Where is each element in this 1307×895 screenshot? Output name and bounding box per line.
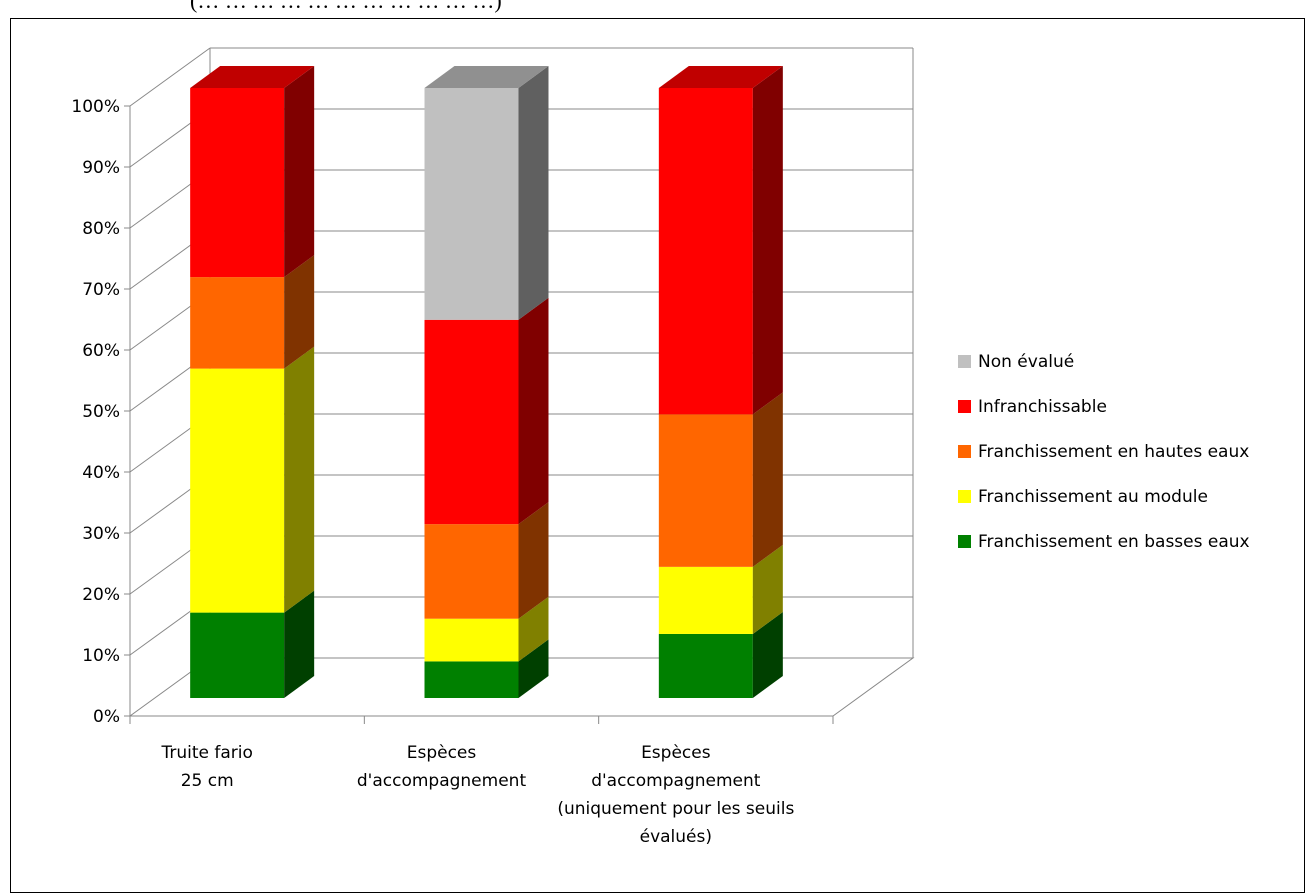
category-label-line: Espèces <box>407 743 477 763</box>
y-tick-labels: 0% 10% 20% 30% 40% 50% 60% 70% 80% 90% 100% <box>71 97 120 727</box>
bar-3-franchissement-en-hautes-eaux-side <box>752 392 783 567</box>
bar-1-franchissement-en-hautes-eaux-side <box>284 255 315 369</box>
category-label-3: Espèces d'accompagnement (uniquement pour … <box>557 743 794 847</box>
category-label-line: d'accompagnement <box>357 771 527 791</box>
bar-3-franchissement-au-module-front <box>658 566 753 634</box>
y-tick-label: 0% <box>93 707 120 727</box>
header-fragment: (… … … … … … … … … … …) <box>190 0 502 13</box>
legend-label-franchissement-en-hautes-eaux: Franchissement en hautes eaux <box>978 442 1249 462</box>
bar-1-franchissement-en-basses-eaux-side <box>284 590 315 698</box>
legend-label-franchissement-en-basses-eaux: Franchissement en basses eaux <box>978 532 1250 552</box>
legend-label-non-evalue: Non évalué <box>978 352 1074 372</box>
legend-swatch-franchissement-en-basses-eaux <box>958 535 971 548</box>
y-tick-label: 20% <box>82 585 120 605</box>
y-tick-label: 70% <box>82 280 120 300</box>
bar-3-franchissement-en-basses-eaux-front <box>658 633 753 698</box>
bar-1-infranchissable-top <box>190 66 315 88</box>
bar-2-franchissement-au-module-side <box>518 596 549 662</box>
legend-swatch-infranchissable <box>958 400 971 413</box>
category-label-2: Espèces d'accompagnement <box>357 743 527 791</box>
bar-3-infranchissable-side <box>752 66 783 415</box>
y-tick-label: 50% <box>82 402 120 422</box>
legend-swatch-non-evalue <box>958 355 971 368</box>
y-tick-label: 30% <box>82 524 120 544</box>
bar-1-franchissement-au-module-front <box>190 368 285 613</box>
bar-2-infranchissable-side <box>518 297 549 525</box>
y-tick-label: 10% <box>82 646 120 666</box>
y-axis <box>124 105 834 724</box>
bar-2-franchissement-en-hautes-eaux-side <box>518 502 549 619</box>
bar-2-franchissement-en-hautes-eaux-front <box>424 524 519 619</box>
y-tick-label: 60% <box>82 341 120 361</box>
y-tick-label: 100% <box>71 97 120 117</box>
bar-2-infranchissable-front <box>424 319 519 525</box>
category-labels: Truite fario 25 cm Espèces d'accompagnement… <box>160 743 794 847</box>
bar-3-franchissement-en-hautes-eaux-front <box>658 414 753 567</box>
clipped-header-text: (… … … … … … … … … … …) <box>0 0 1307 14</box>
bar-2-non-evalue-front <box>424 88 519 320</box>
category-label-1: Truite fario 25 cm <box>160 743 252 791</box>
bar-2-franchissement-en-basses-eaux-side <box>518 639 549 698</box>
bar-1-franchissement-en-basses-eaux-front <box>190 612 285 698</box>
y-tick-label: 40% <box>82 463 120 483</box>
bar-3-franchissement-en-basses-eaux-side <box>752 611 783 698</box>
bar-3-infranchissable-front <box>658 88 753 415</box>
legend-swatch-franchissement-au-module <box>958 490 971 503</box>
bar-1-franchissement-en-hautes-eaux-front <box>190 277 285 369</box>
bar-3-franchissement-au-module-side <box>752 544 783 634</box>
legend-label-franchissement-au-module: Franchissement au module <box>978 487 1208 507</box>
category-label-line: d'accompagnement <box>591 771 761 791</box>
bar-3-infranchissable-top <box>658 66 783 88</box>
category-label-line: (uniquement pour les seuils <box>557 799 794 819</box>
y-tick-label: 80% <box>82 219 120 239</box>
legend-label-infranchissable: Infranchissable <box>978 397 1107 417</box>
category-label-line: Espèces <box>641 743 711 763</box>
bar-2-non-evalue-side <box>518 66 549 320</box>
bar-2-franchissement-en-basses-eaux-front <box>424 661 519 698</box>
category-label-line: évalués) <box>640 827 712 847</box>
y-tick-label: 90% <box>82 158 120 178</box>
bar-2-franchissement-au-module-front <box>424 618 519 662</box>
gridline-diagonal <box>129 47 211 107</box>
legend-swatch-franchissement-en-hautes-eaux <box>958 445 971 458</box>
bar-2-non-evalue-top <box>424 66 549 88</box>
bar-1-franchissement-au-module-side <box>284 346 315 613</box>
bar-1-infranchissable-front <box>190 88 285 278</box>
category-label-line: Truite fario <box>160 743 252 763</box>
bar-1-infranchissable-side <box>284 66 315 278</box>
legend: Non évalué Infranchissable Franchissement … <box>958 352 1250 552</box>
bars <box>190 66 783 698</box>
category-label-line: 25 cm <box>181 771 234 791</box>
